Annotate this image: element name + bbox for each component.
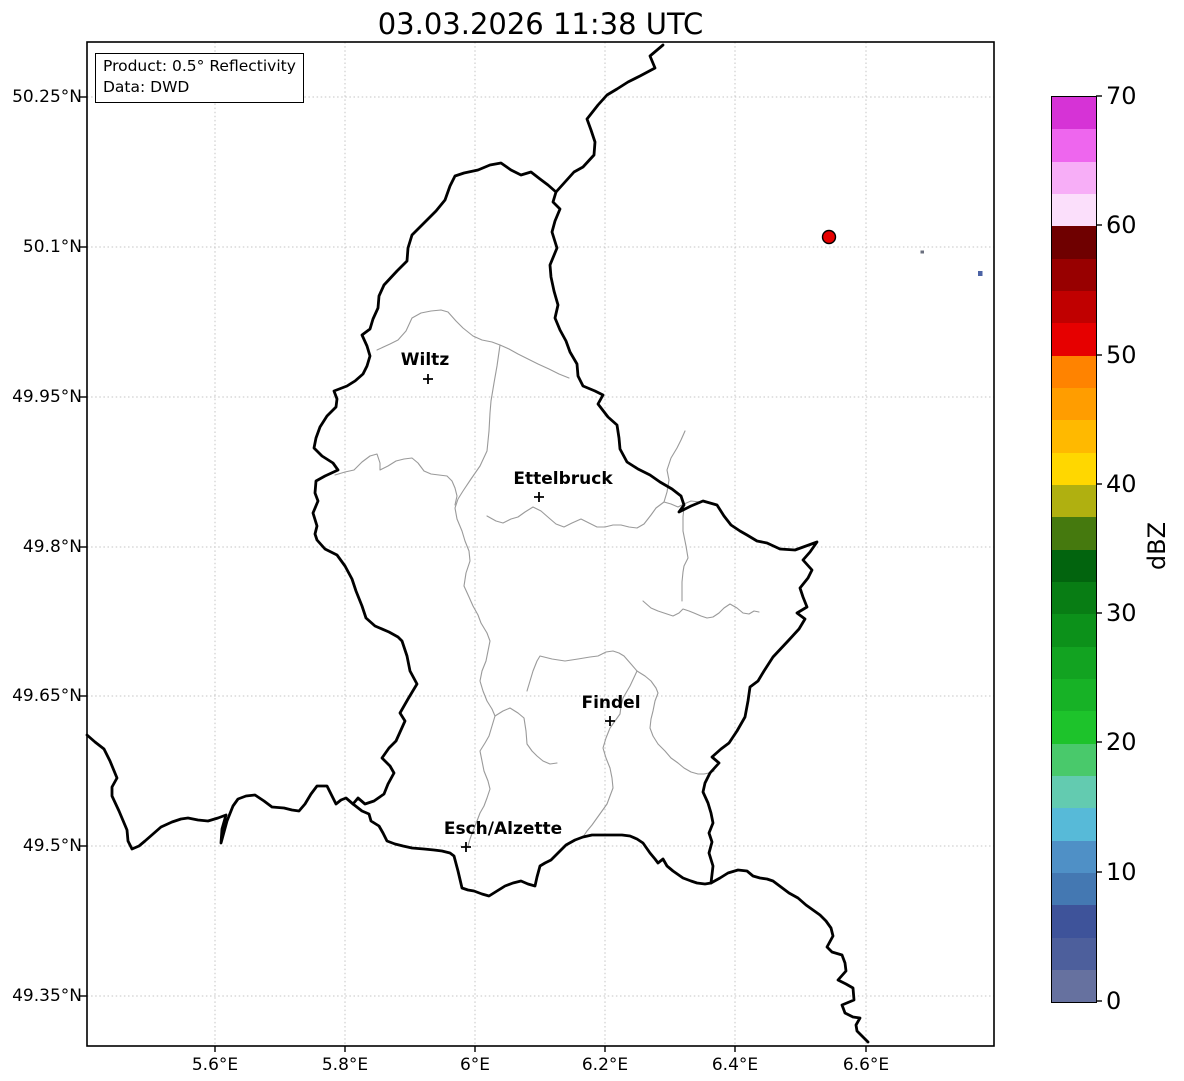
lon-tick-label: 6.2°E — [581, 1055, 629, 1075]
colorbar-segment — [1052, 258, 1096, 291]
colorbar-segment — [1052, 808, 1096, 841]
colorbar-tick-label: 10 — [1106, 858, 1137, 886]
product-info-box: Product: 0.5° Reflectivity Data: DWD — [95, 53, 304, 103]
lon-tick-label: 5.6°E — [191, 1055, 239, 1075]
colorbar-segment — [1052, 226, 1096, 259]
colorbar-tick-label: 50 — [1106, 341, 1137, 369]
city-label-findel: Findel — [581, 693, 641, 713]
city-marker-wiltz — [423, 374, 433, 384]
city-label-wiltz: Wiltz — [400, 350, 450, 370]
colorbar-segment — [1052, 452, 1096, 485]
colorbar-segment — [1052, 969, 1096, 1003]
axis-ticks — [80, 96, 867, 1052]
plot-title: 03.03.2026 11:38 UTC — [377, 7, 704, 41]
colorbar-segment — [1052, 743, 1096, 776]
city-markers — [423, 374, 615, 852]
plot-frame — [86, 41, 995, 1047]
lon-tick-label: 6°E — [459, 1055, 491, 1075]
colorbar-tick-label: 30 — [1106, 599, 1137, 627]
lat-tick-label: 49.5°N — [22, 836, 82, 856]
colorbar-segment — [1052, 420, 1096, 453]
product-line: Product: 0.5° Reflectivity — [103, 57, 296, 75]
lon-tick-label: 6.4°E — [711, 1055, 759, 1075]
colorbar-tick-label: 70 — [1106, 82, 1137, 110]
colorbar-segment — [1052, 678, 1096, 712]
city-marker-ettelbruck — [534, 492, 544, 502]
lat-tick-label: 50.25°N — [12, 87, 82, 107]
colorbar-segment — [1052, 549, 1096, 582]
lat-tick-label: 49.95°N — [12, 387, 82, 407]
radar-site-dot — [821, 229, 837, 245]
graticule-gridlines — [87, 42, 994, 1046]
city-marker-findel — [605, 716, 615, 726]
colorbar-segment — [1052, 161, 1096, 194]
colorbar-segment — [1052, 581, 1096, 615]
colorbar-segment — [1052, 646, 1096, 679]
border-germany-east — [548, 43, 870, 1044]
radar-echo-pixel — [920, 250, 924, 254]
data-source-line: Data: DWD — [103, 78, 190, 96]
colorbar-segment — [1052, 387, 1096, 421]
city-label-esch: Esch/Alzette — [443, 819, 563, 839]
lat-tick-label: 49.35°N — [12, 986, 82, 1006]
colorbar-segment — [1052, 872, 1096, 906]
colorbar-ticks — [1096, 95, 1102, 1002]
colorbar-tick-label: 40 — [1106, 470, 1137, 498]
colorbar-tick-label: 60 — [1106, 211, 1137, 239]
colorbar-segment — [1052, 840, 1096, 873]
radar-echo-pixel — [978, 271, 983, 276]
city-marker-esch — [461, 842, 471, 852]
colorbar-axis-label: dBZ — [1143, 521, 1171, 571]
national-borders — [85, 43, 870, 1044]
border-france-belgium — [85, 733, 355, 851]
colorbar-segment — [1052, 614, 1096, 647]
lat-tick-label: 49.65°N — [12, 686, 82, 706]
colorbar-segment — [1052, 97, 1096, 130]
colorbar-segment — [1052, 905, 1096, 938]
lat-tick-label: 49.8°N — [22, 537, 82, 557]
colorbar — [1051, 96, 1097, 1003]
colorbar-segment — [1052, 937, 1096, 970]
colorbar-segment — [1052, 355, 1096, 388]
lon-tick-label: 6.6°E — [842, 1055, 890, 1075]
lat-tick-label: 50.1°N — [22, 237, 82, 257]
colorbar-segment — [1052, 484, 1096, 518]
colorbar-segment — [1052, 290, 1096, 324]
colorbar-segment — [1052, 323, 1096, 356]
canton-borders — [334, 309, 760, 847]
colorbar-segment — [1052, 711, 1096, 744]
colorbar-segment — [1052, 517, 1096, 550]
city-label-ettelbruck: Ettelbruck — [513, 469, 613, 489]
border-luxembourg-west — [311, 161, 713, 898]
lon-tick-label: 5.8°E — [321, 1055, 369, 1075]
colorbar-segment — [1052, 775, 1096, 809]
colorbar-tick-label: 20 — [1106, 728, 1137, 756]
colorbar-tick-label: 0 — [1106, 987, 1122, 1015]
colorbar-segment — [1052, 129, 1096, 162]
colorbar-segment — [1052, 193, 1096, 227]
